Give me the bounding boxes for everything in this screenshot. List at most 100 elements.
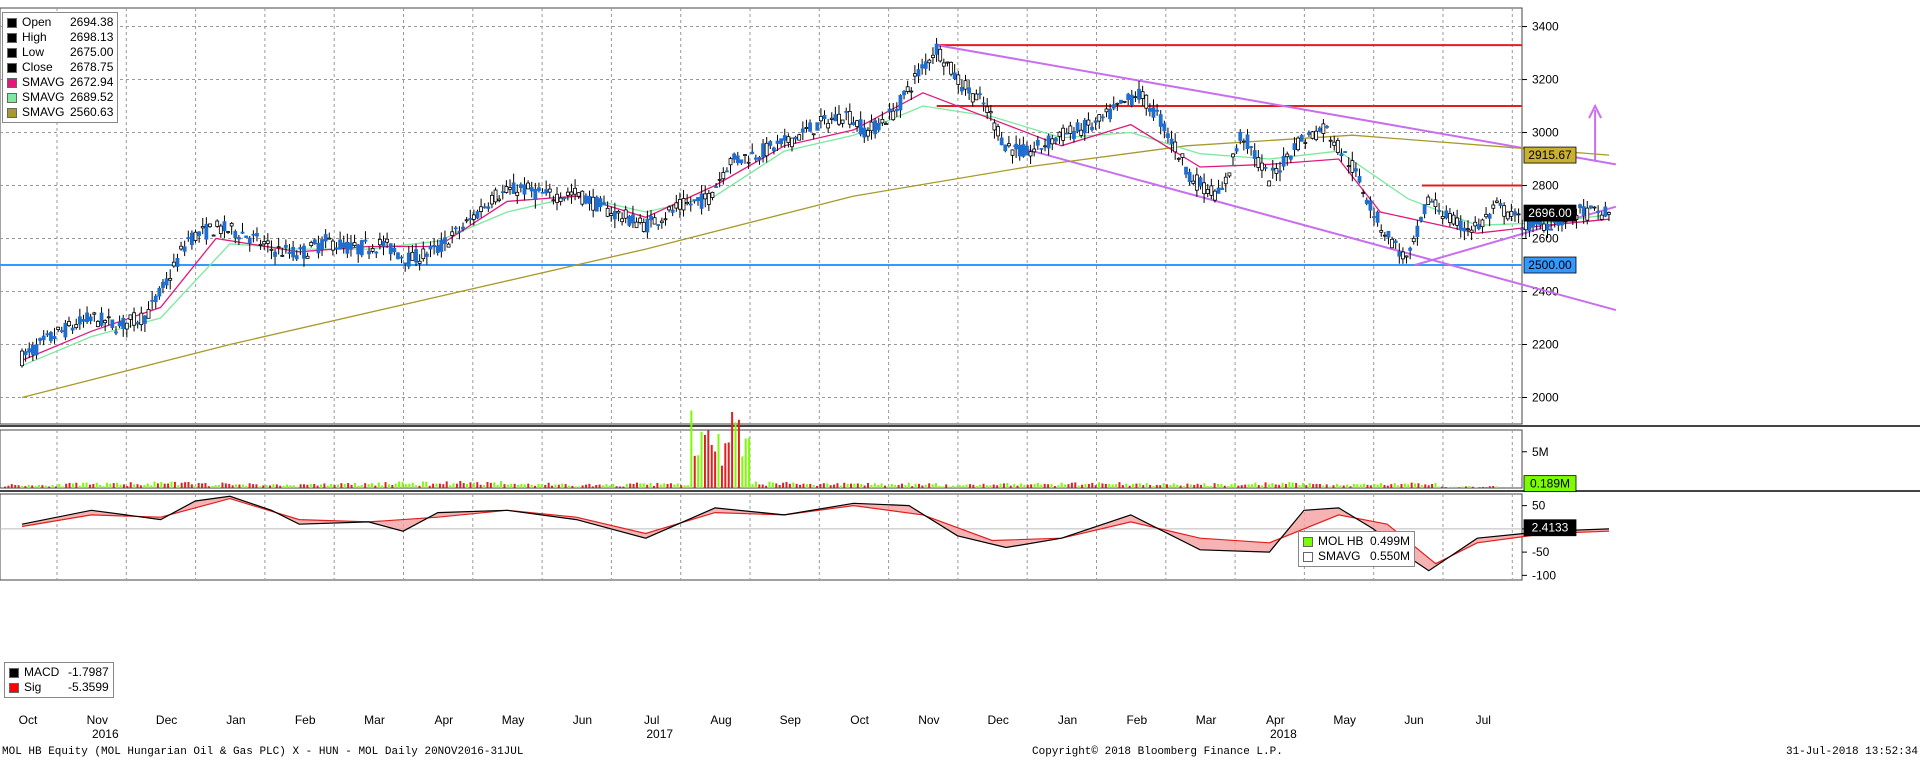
candle-body <box>772 148 775 151</box>
candle-body <box>913 74 916 77</box>
legend-value: 0.550M <box>1370 549 1410 564</box>
volume-bar <box>154 482 156 488</box>
candle-body <box>39 339 42 341</box>
volume-bar <box>184 482 186 488</box>
volume-bar <box>599 485 601 488</box>
volume-bar <box>486 482 488 488</box>
candle-body <box>1062 128 1065 140</box>
volume-bar <box>823 483 825 488</box>
candle-body <box>321 240 324 250</box>
candle-body <box>425 254 428 257</box>
candle-body <box>1607 213 1610 215</box>
candle-body <box>1434 200 1437 207</box>
legend-value: 2672.94 <box>70 75 113 90</box>
volume-bar <box>568 486 570 488</box>
volume-bar <box>534 486 536 488</box>
candle-body <box>433 245 436 246</box>
volume-bar <box>442 484 444 488</box>
volume-bar <box>1020 483 1022 488</box>
volume-bar <box>1407 484 1409 488</box>
candle-body <box>1239 132 1242 140</box>
candle-body <box>393 248 396 251</box>
candle-body <box>252 234 255 235</box>
volume-bar <box>724 443 726 488</box>
candle-body <box>621 219 624 222</box>
legend-value: -1.7987 <box>68 665 109 680</box>
candle-body <box>1058 132 1061 136</box>
candle-body <box>111 320 114 328</box>
volume-bar <box>1366 485 1368 488</box>
month-tick-label: Oct <box>19 713 38 727</box>
candle-body <box>1015 144 1018 149</box>
candle-body <box>1000 138 1003 145</box>
volume-bar <box>894 485 896 488</box>
volume-bar <box>656 483 658 488</box>
candle-body <box>931 55 934 57</box>
macd-tick-label: 50 <box>1532 499 1546 513</box>
candle-body <box>1268 181 1271 186</box>
volume-bar <box>286 485 288 488</box>
legend-swatch <box>1303 537 1313 547</box>
volume-bar <box>1312 484 1314 488</box>
volume-bar <box>340 483 342 488</box>
volume-bar <box>62 486 64 488</box>
candle-body <box>664 219 667 220</box>
volume-bar <box>544 485 546 488</box>
volume-bar <box>164 484 166 488</box>
candle-body <box>743 155 746 156</box>
volume-bar <box>1468 486 1470 488</box>
candle-body <box>1340 154 1343 156</box>
volume-bar <box>1091 483 1093 488</box>
volume-bar <box>1434 483 1436 488</box>
volume-bar <box>830 485 832 488</box>
candle-body <box>346 242 349 253</box>
legend-swatch <box>7 93 17 103</box>
candle-body <box>700 194 703 209</box>
legend-label: MACD <box>24 665 68 680</box>
candle-body <box>324 235 327 241</box>
legend-label: High <box>22 30 70 45</box>
price-legend: Open 2694.38 High 2698.13 Low 2675.00 Close 267… <box>2 12 118 123</box>
volume-bar <box>218 485 220 488</box>
volume-bar <box>1394 483 1396 488</box>
volume-bar <box>1441 486 1443 488</box>
macd-tick-label: -100 <box>1532 568 1556 582</box>
candle-body <box>1221 188 1224 189</box>
candle-body <box>1401 252 1404 259</box>
volume-bar <box>337 485 339 488</box>
volume-bar <box>1360 485 1362 488</box>
volume-bar <box>738 420 740 488</box>
volume-bar <box>269 485 271 488</box>
candle-body <box>245 236 248 238</box>
candle-body <box>465 220 468 221</box>
price-tick-label: 2600 <box>1532 232 1559 246</box>
volume-bar <box>1248 484 1250 488</box>
candle-body <box>299 248 302 249</box>
legend-label: SMAVG <box>22 105 70 120</box>
candle-body <box>935 44 938 54</box>
legend-value: 2689.52 <box>70 90 113 105</box>
candle-body <box>1224 177 1227 184</box>
volume-bar <box>1350 486 1352 488</box>
legend-value: -5.3599 <box>68 680 109 695</box>
candle-body <box>790 138 793 147</box>
candle-body <box>1579 205 1582 208</box>
volume-bar <box>1316 484 1318 488</box>
volume-bar <box>1017 486 1019 488</box>
volume-bar <box>21 486 23 488</box>
candle-body <box>1134 97 1137 98</box>
candle-body <box>997 127 1000 136</box>
volume-bar <box>1105 484 1107 488</box>
candle-body <box>693 200 696 201</box>
volume-bar <box>354 483 356 488</box>
candle-body <box>758 157 761 160</box>
volume-bar <box>1451 487 1453 488</box>
volume-bar <box>456 484 458 488</box>
volume-bar <box>605 484 607 488</box>
volume-bar <box>1074 482 1076 488</box>
volume-bar <box>1479 487 1481 488</box>
volume-bar <box>1278 485 1280 488</box>
volume-bar <box>374 486 376 488</box>
candle-body <box>480 207 483 212</box>
